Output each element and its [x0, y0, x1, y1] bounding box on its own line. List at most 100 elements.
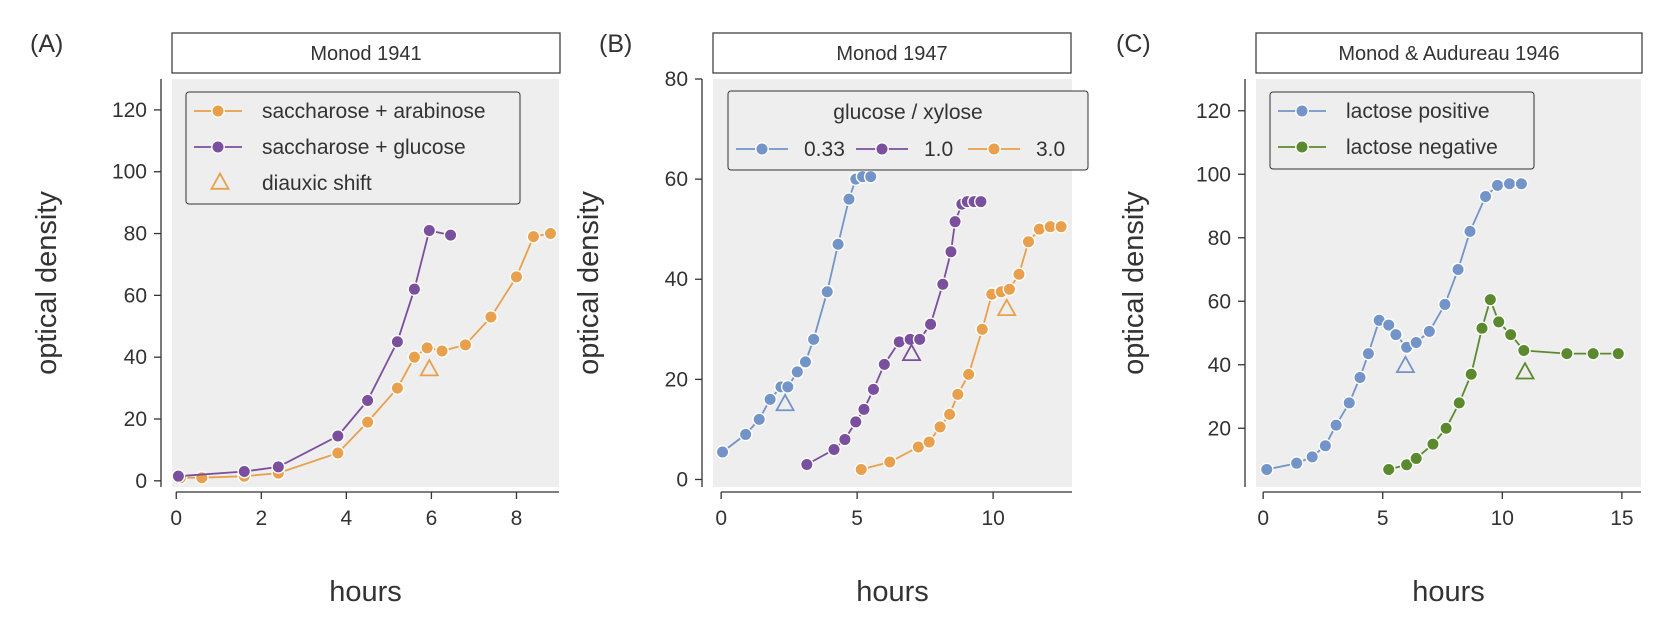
- data-point: [271, 460, 286, 474]
- data-point: [1422, 324, 1437, 339]
- data-point: [1399, 457, 1414, 472]
- series-2: [171, 223, 458, 484]
- data-point: [935, 277, 950, 292]
- legend-label: diauxic shift: [262, 172, 372, 195]
- y-tick-label: 80: [665, 68, 688, 91]
- data-point: [1516, 343, 1531, 358]
- legend-label: saccharose + glucose: [262, 136, 466, 159]
- data-point: [435, 344, 449, 358]
- data-point: [933, 420, 947, 434]
- data-point: [922, 435, 937, 449]
- y-axis-title: optical density: [1118, 191, 1150, 375]
- data-point: [1463, 224, 1477, 239]
- data-point: [443, 228, 458, 242]
- diauxic-shift-marker: [775, 393, 796, 412]
- data-point: [1451, 262, 1465, 277]
- data-point: [407, 350, 422, 365]
- x-axis-title: hours: [856, 576, 929, 608]
- data-point: [390, 334, 405, 349]
- y-tick-label: 100: [112, 161, 147, 184]
- data-point: [237, 464, 252, 479]
- y-tick-label: 60: [665, 168, 688, 191]
- series-1: [1259, 176, 1529, 477]
- data-point: [1021, 234, 1036, 249]
- data-point: [948, 214, 962, 229]
- data-point: [944, 244, 958, 259]
- data-point: [842, 192, 856, 207]
- data-point: [854, 462, 869, 477]
- y-axis-title: optical density: [573, 191, 605, 375]
- legend-label: saccharose + arabinose: [262, 100, 486, 123]
- panel-label: (A): [30, 30, 63, 58]
- data-point: [420, 341, 435, 355]
- legend-marker-icon: [1295, 140, 1309, 154]
- data-point: [1259, 462, 1274, 477]
- y-tick-label: 80: [124, 223, 147, 246]
- legend-box: [1269, 91, 1535, 170]
- data-point: [780, 379, 795, 394]
- data-point: [763, 392, 778, 407]
- y-tick-label: 120: [112, 99, 147, 122]
- data-point: [458, 337, 473, 352]
- data-point: [543, 226, 558, 241]
- data-point: [390, 381, 405, 395]
- data-point: [1586, 346, 1601, 361]
- x-tick-label: 10: [981, 507, 1004, 530]
- data-point: [1289, 456, 1304, 471]
- x-tick-label: 15: [1610, 507, 1633, 530]
- y-tick-label: 40: [1208, 354, 1231, 377]
- data-point: [1438, 297, 1452, 312]
- data-point: [1305, 449, 1320, 464]
- data-point: [827, 442, 841, 457]
- data-point: [923, 317, 938, 332]
- legend-marker-icon: [1295, 104, 1309, 118]
- data-point: [1054, 219, 1069, 234]
- legend-label: lactose positive: [1346, 100, 1490, 123]
- title-box: [712, 32, 1072, 74]
- panel-2: (B) Monod 1947 0 20 40 60 80 0 5 10 hours optical d…: [573, 30, 1089, 608]
- data-point: [912, 332, 927, 347]
- legend-marker-icon: [211, 104, 225, 118]
- x-tick-label: 0: [715, 507, 727, 530]
- data-point: [330, 446, 345, 460]
- data-point: [1464, 367, 1479, 382]
- x-tick-label: 6: [426, 507, 438, 530]
- series-2: [1381, 292, 1626, 477]
- legend-label: lactose negative: [1346, 136, 1498, 159]
- diauxic-shift-marker: [996, 297, 1017, 316]
- data-point: [1611, 346, 1626, 361]
- x-tick-label: 8: [511, 507, 523, 530]
- data-point: [1012, 267, 1026, 282]
- panel-title: Monod 1947: [836, 43, 947, 65]
- data-point: [1426, 437, 1440, 452]
- legend: glucose / xylose 0.33 1.0 3.0: [727, 90, 1089, 171]
- data-point: [1491, 314, 1506, 329]
- legend-marker-icon: [875, 142, 889, 156]
- diauxic-shift-marker: [1514, 361, 1536, 380]
- data-point: [1475, 321, 1489, 336]
- data-point: [1318, 438, 1333, 453]
- y-tick-label: 80: [1208, 227, 1231, 250]
- title-box: [1255, 32, 1643, 74]
- y-tick-label: 20: [665, 368, 688, 391]
- x-tick-label: 0: [170, 507, 182, 530]
- data-point: [1559, 346, 1574, 361]
- data-point: [1439, 421, 1454, 436]
- data-point: [1409, 451, 1424, 466]
- panel-label: (C): [1116, 30, 1151, 58]
- data-point: [1478, 189, 1493, 204]
- data-point: [1361, 346, 1376, 361]
- diauxic-shift-marker: [901, 342, 922, 362]
- series-3: [854, 219, 1069, 477]
- y-axis-title: optical density: [31, 191, 63, 375]
- data-point: [799, 457, 814, 472]
- data-point: [1388, 327, 1403, 342]
- data-point: [1514, 176, 1529, 191]
- legend-triangle-icon: [209, 171, 231, 190]
- x-axis-title: hours: [329, 576, 402, 608]
- data-point: [1381, 318, 1396, 332]
- x-tick-label: 4: [341, 507, 353, 530]
- data-point: [1329, 418, 1344, 432]
- legend-marker-icon: [987, 142, 1001, 156]
- legend: lactose positive lactose negative: [1269, 91, 1535, 170]
